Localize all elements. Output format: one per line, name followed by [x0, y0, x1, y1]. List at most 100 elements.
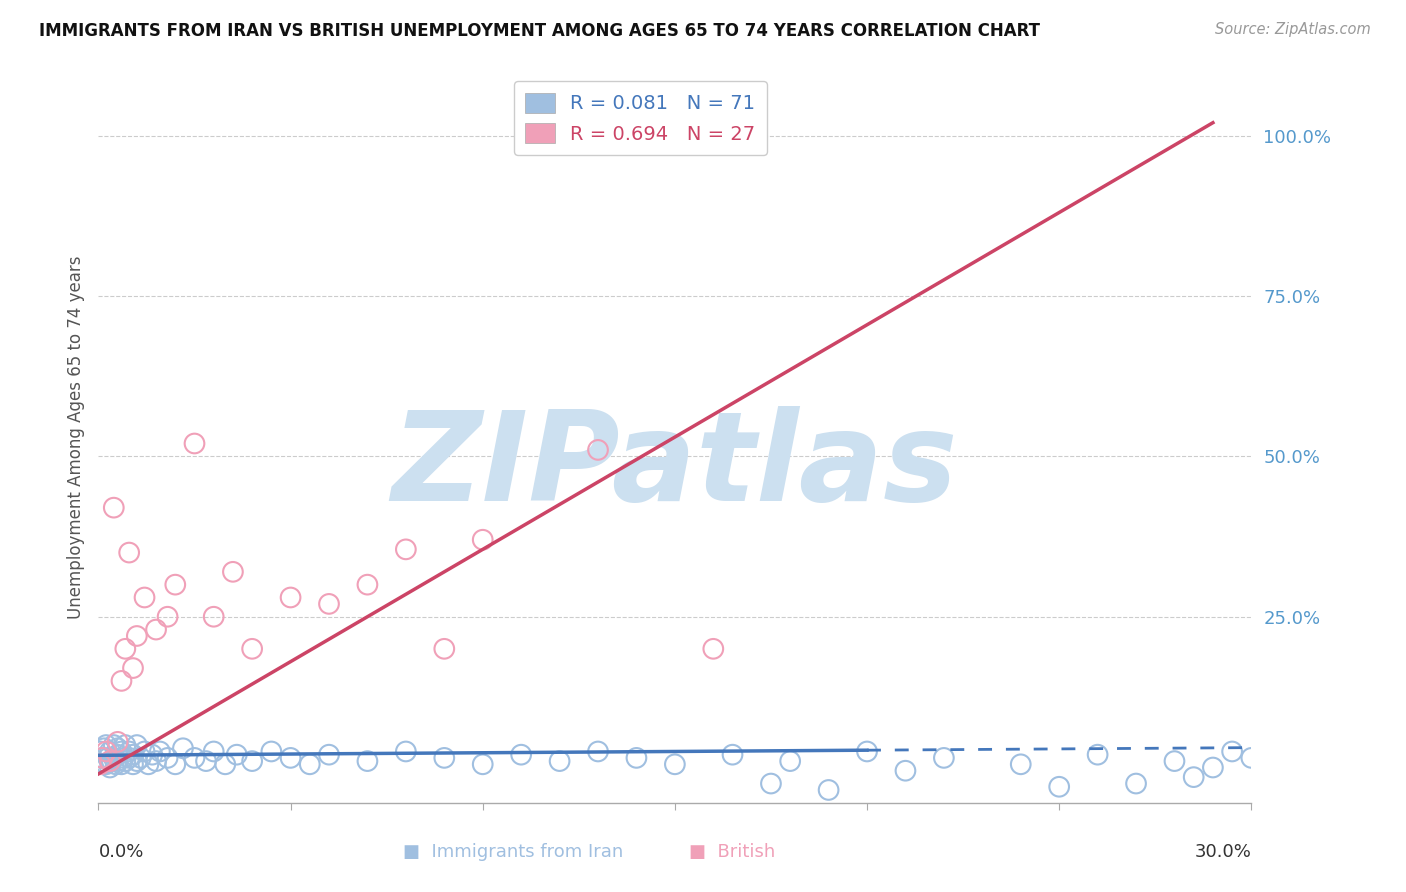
Text: 0.0%: 0.0%	[98, 843, 143, 861]
Point	[145, 754, 167, 768]
Point	[114, 754, 136, 768]
Point	[471, 533, 494, 547]
Point	[1010, 757, 1032, 772]
Point	[817, 783, 839, 797]
Point	[318, 747, 340, 762]
Point	[114, 738, 136, 752]
Point	[664, 757, 686, 772]
Point	[202, 609, 225, 624]
Point	[103, 751, 125, 765]
Point	[1240, 751, 1263, 765]
Point	[125, 629, 148, 643]
Point	[280, 751, 302, 765]
Point	[721, 747, 744, 762]
Point	[125, 738, 148, 752]
Point	[626, 751, 648, 765]
Point	[118, 744, 141, 758]
Point	[1163, 754, 1185, 768]
Point	[125, 754, 148, 768]
Point	[202, 744, 225, 758]
Point	[98, 754, 121, 768]
Point	[1202, 760, 1225, 774]
Point	[240, 754, 263, 768]
Point	[1125, 776, 1147, 790]
Point	[298, 757, 321, 772]
Point	[260, 744, 283, 758]
Point	[433, 641, 456, 656]
Point	[94, 744, 117, 758]
Point	[280, 591, 302, 605]
Point	[141, 747, 163, 762]
Text: Source: ZipAtlas.com: Source: ZipAtlas.com	[1215, 22, 1371, 37]
Point	[94, 738, 117, 752]
Point	[91, 757, 114, 772]
Point	[107, 747, 129, 762]
Point	[97, 751, 120, 765]
Point	[110, 744, 132, 758]
Point	[134, 744, 156, 758]
Point	[149, 744, 172, 758]
Point	[122, 747, 145, 762]
Point	[1220, 744, 1243, 758]
Point	[118, 751, 141, 765]
Point	[356, 754, 378, 768]
Point	[779, 754, 801, 768]
Point	[856, 744, 879, 758]
Point	[118, 545, 141, 559]
Point	[240, 641, 263, 656]
Point	[89, 744, 111, 758]
Point	[98, 744, 121, 758]
Point	[89, 757, 111, 772]
Point	[145, 623, 167, 637]
Point	[183, 436, 205, 450]
Point	[1182, 770, 1205, 784]
Point	[103, 500, 125, 515]
Point	[395, 542, 418, 557]
Point	[165, 757, 187, 772]
Point	[471, 757, 494, 772]
Point	[586, 442, 609, 457]
Point	[98, 760, 121, 774]
Point	[510, 747, 533, 762]
Point	[1087, 747, 1109, 762]
Point	[165, 577, 187, 591]
Point	[586, 744, 609, 758]
Point	[222, 565, 245, 579]
Point	[122, 757, 145, 772]
Point	[110, 757, 132, 772]
Point	[107, 754, 129, 768]
Point	[107, 735, 129, 749]
Point	[395, 744, 418, 758]
Point	[156, 609, 179, 624]
Point	[114, 641, 136, 656]
Point	[225, 747, 247, 762]
Point	[702, 641, 724, 656]
Point	[93, 741, 115, 756]
Point	[94, 757, 117, 772]
Point	[759, 776, 782, 790]
Point	[1047, 780, 1070, 794]
Point	[172, 741, 194, 756]
Point	[356, 577, 378, 591]
Point	[91, 751, 114, 765]
Point	[195, 754, 218, 768]
Point	[129, 751, 152, 765]
Point	[894, 764, 917, 778]
Point	[548, 754, 571, 768]
Point	[101, 754, 124, 768]
Y-axis label: Unemployment Among Ages 65 to 74 years: Unemployment Among Ages 65 to 74 years	[66, 255, 84, 619]
Text: ■  British: ■ British	[689, 843, 776, 861]
Point	[110, 673, 132, 688]
Point	[134, 591, 156, 605]
Text: IMMIGRANTS FROM IRAN VS BRITISH UNEMPLOYMENT AMONG AGES 65 TO 74 YEARS CORRELATI: IMMIGRANTS FROM IRAN VS BRITISH UNEMPLOY…	[39, 22, 1040, 40]
Point	[318, 597, 340, 611]
Text: ZIPatlas: ZIPatlas	[392, 406, 957, 527]
Text: 30.0%: 30.0%	[1195, 843, 1251, 861]
Point	[103, 738, 125, 752]
Legend: R = 0.081   N = 71, R = 0.694   N = 27: R = 0.081 N = 71, R = 0.694 N = 27	[513, 81, 766, 155]
Point	[433, 751, 456, 765]
Point	[112, 751, 135, 765]
Point	[932, 751, 955, 765]
Point	[138, 757, 160, 772]
Point	[156, 751, 179, 765]
